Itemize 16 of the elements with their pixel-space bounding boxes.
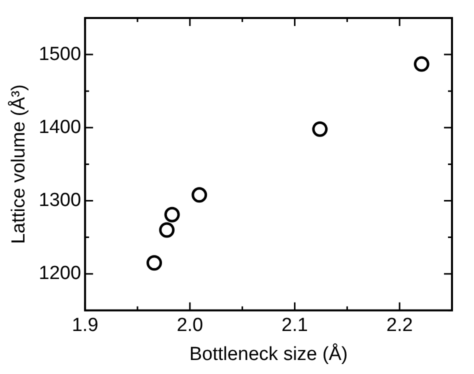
y-tick-label: 1400 (38, 116, 82, 138)
x-tick-label: 2.1 (282, 315, 308, 336)
x-tick-label: 2.0 (176, 315, 204, 336)
point (192, 187, 208, 203)
x-tick-label: 2.2 (386, 315, 413, 336)
point (146, 255, 162, 271)
x-axis-title: Bottleneck size (Å) (189, 342, 348, 365)
point (159, 222, 175, 238)
y-axis-title: Lattice volume (Å³) (8, 84, 30, 244)
x-tick-label: 1.9 (72, 315, 98, 336)
point (164, 206, 180, 222)
point (312, 121, 328, 137)
point (414, 56, 430, 72)
y-tick-label: 1300 (38, 190, 82, 211)
y-tick-label: 1500 (38, 44, 82, 65)
y-tick-label: 1200 (38, 263, 82, 284)
